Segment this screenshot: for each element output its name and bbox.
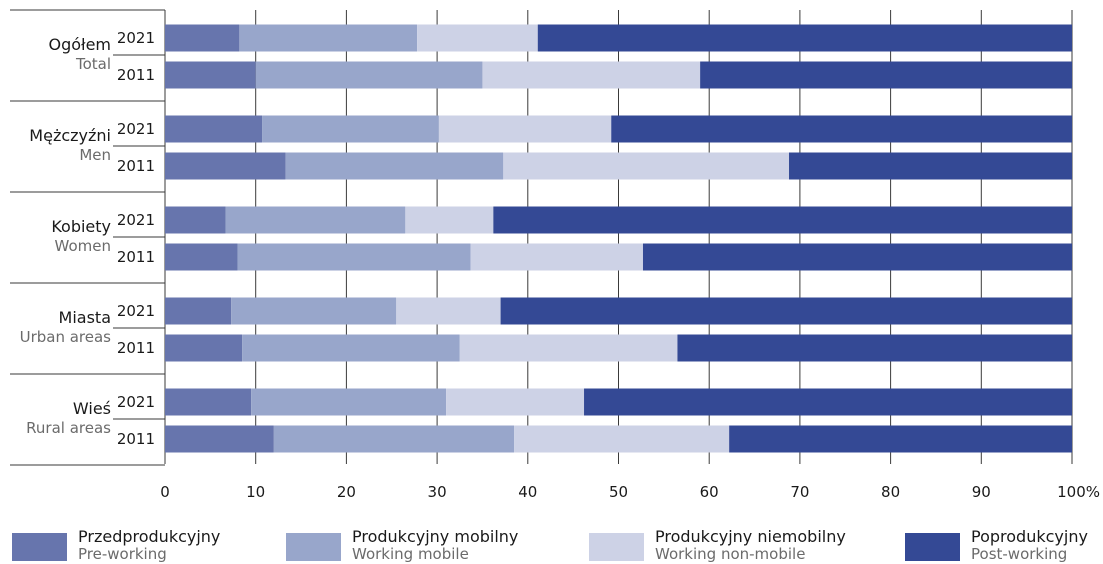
- bar-segment-1: [165, 152, 286, 180]
- bar-segment-2: [251, 388, 447, 416]
- bar-segment-1: [165, 425, 274, 453]
- bar-segment-2: [237, 243, 471, 271]
- x-tick-label: 30: [428, 483, 447, 501]
- bar-segment-3: [417, 24, 538, 52]
- year-label: 2011: [117, 248, 155, 266]
- x-tick-label: 40: [518, 483, 537, 501]
- group-label-en: Men: [79, 146, 111, 164]
- x-tick-label: 90: [972, 483, 991, 501]
- bar-segment-4: [493, 206, 1073, 234]
- bar-segment-1: [165, 334, 243, 362]
- legend-swatch-post-working: [905, 533, 960, 561]
- bar-segment-2: [273, 425, 515, 453]
- legend-label: Poprodukcyjny: [971, 528, 1088, 546]
- x-tick-label: 60: [700, 483, 719, 501]
- legend-label: Produkcyjny niemobilny: [655, 528, 846, 546]
- group-label: Kobiety: [51, 217, 111, 236]
- bar-segment-1: [165, 297, 232, 325]
- year-label: 2021: [117, 302, 155, 320]
- legend-label-en: Pre-working: [78, 545, 167, 563]
- year-label: 2011: [117, 339, 155, 357]
- bar-segment-2: [285, 152, 504, 180]
- bar-segment-3: [482, 61, 701, 89]
- bar-segment-3: [396, 297, 501, 325]
- bar-segment-2: [239, 24, 418, 52]
- bar-segment-2: [255, 61, 483, 89]
- bar-segment-2: [262, 115, 439, 143]
- bar-segment-3: [470, 243, 643, 271]
- bar-segment-1: [165, 61, 256, 89]
- year-label: 2021: [117, 120, 155, 138]
- group-label: Mężczyźni: [29, 126, 111, 145]
- bar-segment-3: [514, 425, 730, 453]
- bar-segment-3: [446, 388, 585, 416]
- bar-segment-4: [537, 24, 1072, 52]
- legend-swatch-working-non-mobile: [589, 533, 644, 561]
- group-label: Wieś: [73, 399, 111, 418]
- bar-segment-2: [242, 334, 460, 362]
- x-tick-label: 80: [881, 483, 900, 501]
- legend-label-en: Working mobile: [352, 545, 469, 563]
- group-label-en: Urban areas: [20, 328, 112, 346]
- year-label: 2011: [117, 157, 155, 175]
- bar-segment-1: [165, 115, 263, 143]
- year-label: 2021: [117, 393, 155, 411]
- bar-segment-4: [789, 152, 1072, 180]
- bar-segment-3: [438, 115, 612, 143]
- legend-swatch-pre-working: [12, 533, 67, 561]
- x-tick-label: 50: [609, 483, 628, 501]
- group-label: Ogółem: [48, 35, 111, 54]
- legend-swatch-working-mobile: [286, 533, 341, 561]
- bar-segment-3: [405, 206, 494, 234]
- x-tick-label: 0: [160, 483, 170, 501]
- bar-segment-4: [700, 61, 1072, 89]
- bar-segment-4: [677, 334, 1072, 362]
- year-label: 2021: [117, 29, 155, 47]
- bar-segment-4: [642, 243, 1072, 271]
- legend-label-en: Post-working: [971, 545, 1068, 563]
- year-label: 2011: [117, 430, 155, 448]
- x-tick-label: 20: [337, 483, 356, 501]
- group-label-en: Total: [75, 55, 111, 73]
- bar-segment-4: [611, 115, 1072, 143]
- year-label: 2011: [117, 66, 155, 84]
- legend: Przedprodukcyjny Pre-working Produkcyjny…: [0, 528, 1103, 564]
- bar-segment-4: [729, 425, 1072, 453]
- bar-segment-4: [500, 297, 1073, 325]
- bar-segment-2: [231, 297, 397, 325]
- x-tick-label: 10: [246, 483, 265, 501]
- group-label: Miasta: [59, 308, 111, 327]
- bar-segment-3: [459, 334, 678, 362]
- bar-segment-1: [165, 243, 238, 271]
- bar-segment-1: [165, 388, 252, 416]
- group-label-en: Rural areas: [26, 419, 111, 437]
- x-tick-label: 100%: [1057, 483, 1100, 501]
- group-label-en: Women: [55, 237, 111, 255]
- bar-segment-2: [225, 206, 406, 234]
- year-label: 2021: [117, 211, 155, 229]
- bar-segment-1: [165, 206, 226, 234]
- x-tick-label: 70: [790, 483, 809, 501]
- bar-segment-1: [165, 24, 240, 52]
- legend-label: Przedprodukcyjny: [78, 528, 221, 546]
- bar-segment-3: [503, 152, 790, 180]
- legend-label-en: Working non-mobile: [655, 545, 806, 563]
- bar-segment-4: [584, 388, 1072, 416]
- legend-label: Produkcyjny mobilny: [352, 528, 519, 546]
